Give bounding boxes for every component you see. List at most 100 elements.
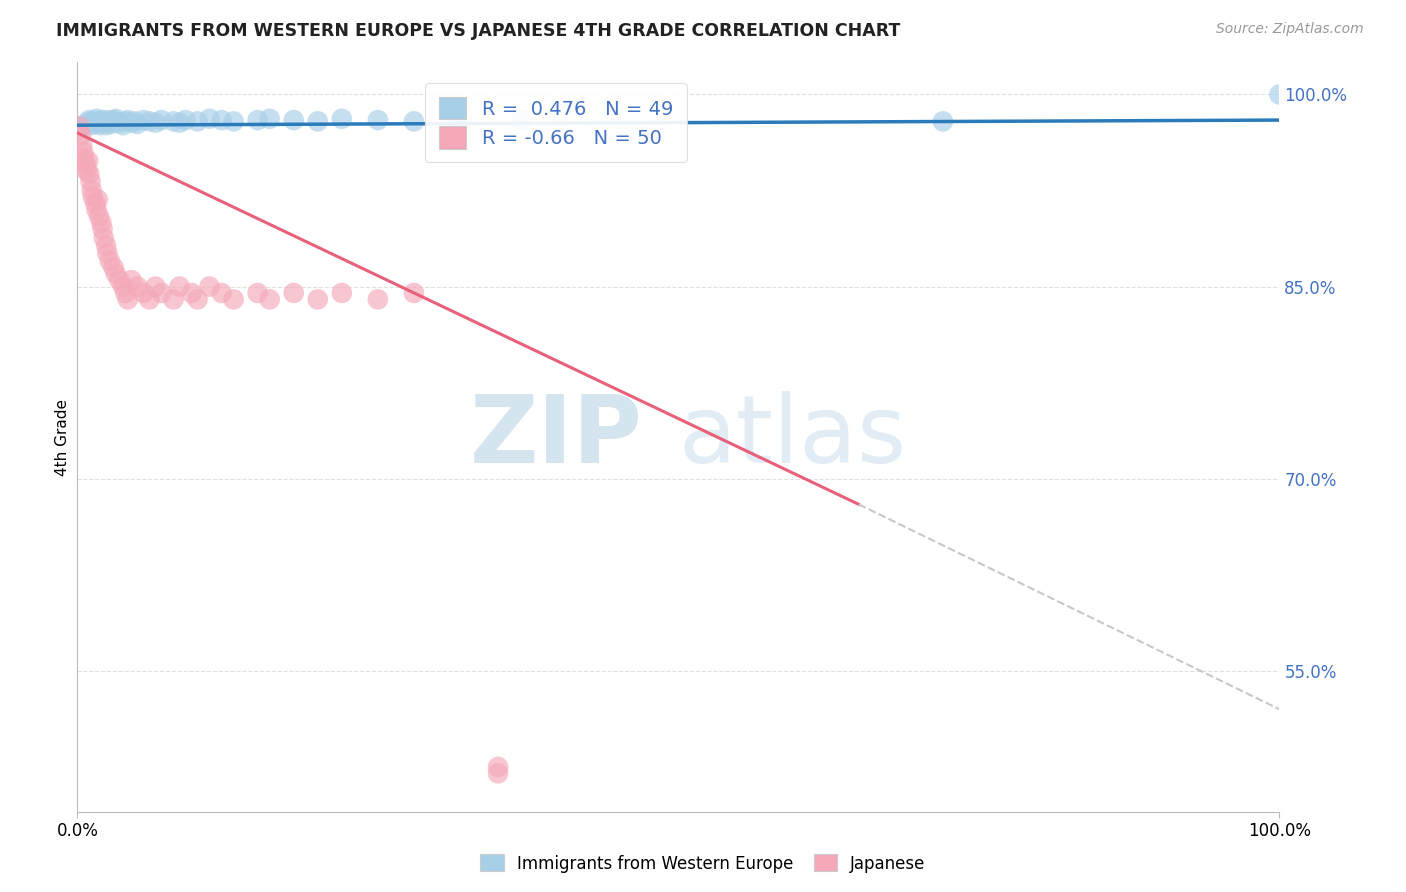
Point	[69, 120, 91, 134]
Point	[402, 114, 425, 128]
Point	[77, 154, 100, 169]
Point	[104, 112, 127, 126]
Text: IMMIGRANTS FROM WESTERN EUROPE VS JAPANESE 4TH GRADE CORRELATION CHART: IMMIGRANTS FROM WESTERN EUROPE VS JAPANE…	[56, 22, 901, 40]
Point	[87, 209, 110, 223]
Point	[187, 293, 209, 307]
Point	[91, 115, 114, 129]
Point	[93, 114, 115, 128]
Point	[103, 113, 125, 128]
Point	[124, 114, 146, 128]
Point	[132, 113, 155, 128]
Point	[84, 196, 107, 211]
Point	[79, 175, 101, 189]
Point	[87, 114, 110, 128]
Point	[70, 138, 93, 153]
Point	[104, 114, 127, 128]
Point	[211, 285, 233, 300]
Point	[80, 184, 103, 198]
Point	[307, 293, 329, 307]
Point	[96, 113, 118, 128]
Point	[111, 118, 134, 132]
Point	[259, 293, 281, 307]
Point	[79, 118, 101, 132]
Point	[120, 115, 142, 129]
Legend: R =  0.476   N = 49, R = -0.66   N = 50: R = 0.476 N = 49, R = -0.66 N = 50	[426, 83, 686, 162]
Point	[510, 113, 533, 128]
Point	[86, 202, 108, 217]
Point	[96, 238, 118, 252]
Point	[114, 285, 136, 300]
Point	[70, 128, 93, 143]
Point	[75, 158, 97, 172]
Point	[100, 117, 122, 131]
Point	[211, 113, 233, 128]
Point	[84, 117, 107, 131]
Point	[330, 285, 353, 300]
Point	[402, 285, 425, 300]
Point	[307, 114, 329, 128]
Point	[79, 167, 101, 181]
Point	[283, 285, 305, 300]
Point	[120, 273, 142, 287]
Point	[87, 193, 110, 207]
Point	[80, 114, 103, 128]
Point	[150, 113, 173, 128]
Point	[114, 114, 136, 128]
Point	[132, 285, 155, 300]
Point	[93, 231, 115, 245]
Point	[96, 246, 118, 260]
Point	[187, 114, 209, 128]
Point	[451, 112, 474, 126]
Point	[180, 285, 202, 300]
Point	[91, 222, 114, 236]
Point	[932, 114, 955, 128]
Text: atlas: atlas	[679, 391, 907, 483]
Point	[127, 117, 149, 131]
Point	[259, 112, 281, 126]
Point	[90, 215, 112, 229]
Point	[96, 118, 118, 132]
Point	[89, 118, 111, 132]
Point	[169, 279, 191, 293]
Point	[127, 279, 149, 293]
Point	[145, 115, 167, 129]
Point	[367, 293, 389, 307]
Point	[79, 113, 101, 128]
Point	[108, 273, 131, 287]
Point	[72, 120, 94, 134]
Point	[104, 267, 127, 281]
Point	[169, 115, 191, 129]
Point	[283, 113, 305, 128]
Point	[162, 293, 184, 307]
Point	[330, 112, 353, 126]
Point	[90, 113, 112, 128]
Legend: Immigrants from Western Europe, Japanese: Immigrants from Western Europe, Japanese	[474, 847, 932, 880]
Point	[145, 279, 167, 293]
Point	[138, 293, 160, 307]
Point	[174, 113, 197, 128]
Point	[246, 113, 269, 128]
Point	[486, 760, 509, 774]
Point	[1268, 87, 1291, 102]
Point	[76, 115, 98, 129]
Point	[98, 254, 121, 268]
Point	[86, 112, 108, 126]
Text: Source: ZipAtlas.com: Source: ZipAtlas.com	[1216, 22, 1364, 37]
Point	[486, 766, 509, 780]
Point	[72, 145, 94, 160]
Point	[246, 285, 269, 300]
Point	[198, 112, 221, 126]
Point	[222, 114, 245, 128]
Point	[108, 115, 131, 129]
Point	[87, 115, 110, 129]
Point	[367, 113, 389, 128]
Point	[138, 114, 160, 128]
Point	[162, 114, 184, 128]
Point	[76, 164, 98, 178]
Point	[73, 152, 96, 166]
Point	[103, 260, 125, 275]
Point	[82, 190, 104, 204]
Point	[117, 293, 139, 307]
Point	[222, 293, 245, 307]
Point	[198, 279, 221, 293]
